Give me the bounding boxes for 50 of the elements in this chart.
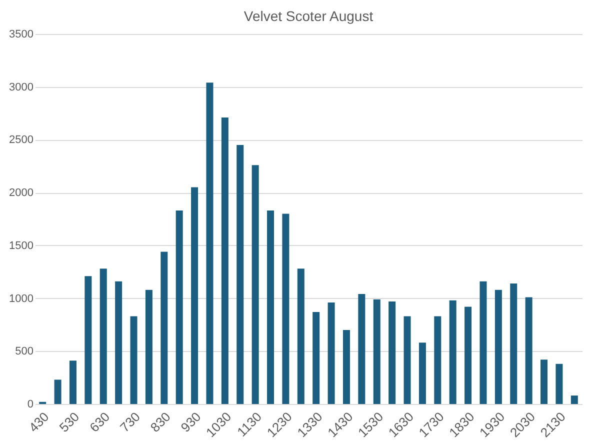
bar <box>267 210 274 404</box>
bar <box>328 302 335 404</box>
bar <box>115 281 122 404</box>
bar <box>236 145 244 404</box>
x-tick-label: 730 <box>117 409 143 436</box>
y-tick-label: 0 <box>27 398 34 410</box>
bar <box>525 297 532 404</box>
bar <box>100 268 107 404</box>
bar <box>494 290 502 404</box>
y-tick-label: 2500 <box>9 134 34 146</box>
bar <box>84 276 92 404</box>
y-tick-label: 3000 <box>9 81 34 94</box>
x-tick-label: 830 <box>147 409 174 436</box>
bar <box>191 187 198 404</box>
bar <box>449 300 456 404</box>
bar <box>373 299 380 404</box>
x-tick-label: 530 <box>56 409 82 436</box>
bar <box>358 294 366 404</box>
y-tick-label: 1000 <box>9 292 34 305</box>
bar <box>69 360 76 404</box>
x-tick-label: 930 <box>178 409 204 436</box>
bar <box>418 342 426 404</box>
bar <box>206 82 214 404</box>
bar <box>54 380 62 404</box>
bar <box>570 396 578 404</box>
bar <box>252 165 259 404</box>
y-tick-label: 2000 <box>9 187 34 200</box>
y-tick-label: 500 <box>15 346 34 358</box>
bar <box>297 268 304 404</box>
bar <box>282 214 290 404</box>
chart-title: Velvet Scoter August <box>244 8 374 24</box>
bar <box>176 210 183 404</box>
bar <box>312 312 320 404</box>
bar <box>480 281 487 404</box>
bar <box>404 316 411 404</box>
x-tick-label: 630 <box>86 409 113 436</box>
bar <box>540 360 548 404</box>
y-tick-label: 1500 <box>9 240 34 252</box>
bar <box>145 290 152 404</box>
bar <box>510 283 518 404</box>
bar <box>130 316 138 404</box>
bar <box>342 330 350 404</box>
bar <box>221 118 228 404</box>
bar <box>464 306 472 404</box>
bar <box>556 364 563 404</box>
bar <box>434 316 442 404</box>
y-tick-label: 3500 <box>9 28 34 40</box>
bar <box>388 301 396 404</box>
x-tick-label: 430 <box>26 409 52 436</box>
bar <box>160 252 168 404</box>
